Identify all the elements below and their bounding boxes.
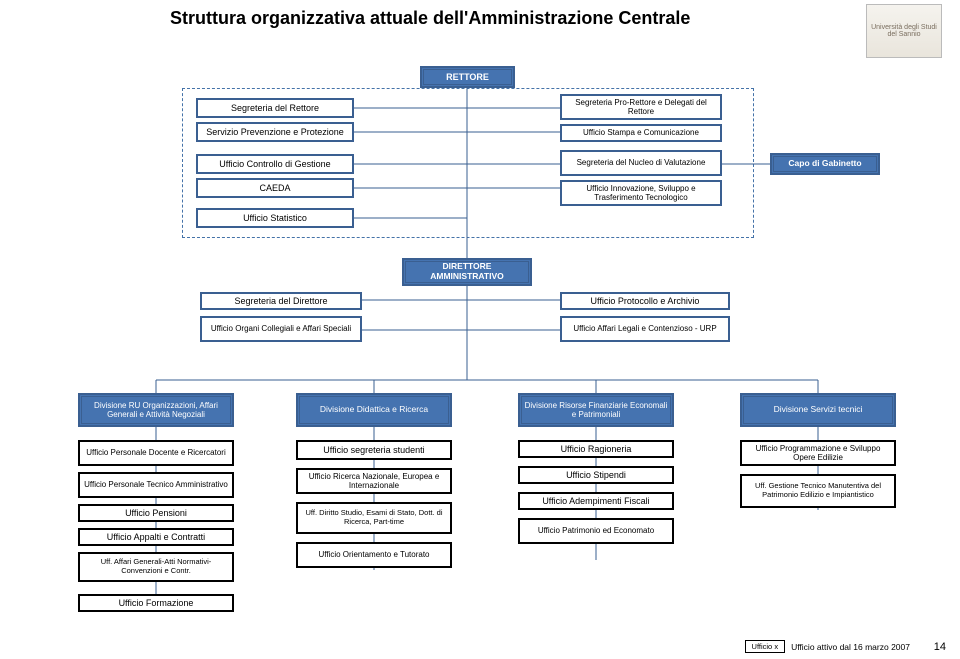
seg-rettore: Segreteria del Rettore	[196, 98, 354, 118]
ru-form: Ufficio Formazione	[78, 594, 234, 612]
ru-doc: Ufficio Personale Docente e Ricercatori	[78, 440, 234, 466]
legend: Ufficio x Ufficio attivo dal 16 marzo 20…	[745, 640, 910, 653]
caeda: CAEDA	[196, 178, 354, 198]
uff-legali: Ufficio Affari Legali e Contenzioso - UR…	[560, 316, 730, 342]
serv-gest: Uff. Gestione Tecnico Manutentiva del Pa…	[740, 474, 896, 508]
seg-pro: Segreteria Pro-Rettore e Delegati del Re…	[560, 94, 722, 120]
ris-stip: Ufficio Stipendi	[518, 466, 674, 484]
did-seg: Ufficio segreteria studenti	[296, 440, 452, 460]
div-ru: Divisione RU Organizzazioni, Affari Gene…	[78, 393, 234, 427]
uff-stampa: Ufficio Stampa e Comunicazione	[560, 124, 722, 142]
div-ris: Divisione Risorse Finanziarie Economali …	[518, 393, 674, 427]
ru-affgen: Uff. Affari Generali-Atti Normativi-Conv…	[78, 552, 234, 582]
ru-pens: Ufficio Pensioni	[78, 504, 234, 522]
capo-gabinetto: Capo di Gabinetto	[770, 153, 880, 175]
ris-rag: Ufficio Ragioneria	[518, 440, 674, 458]
uff-controllo: Ufficio Controllo di Gestione	[196, 154, 354, 174]
ru-app: Ufficio Appalti e Contratti	[78, 528, 234, 546]
legend-text: Ufficio attivo dal 16 marzo 2007	[791, 642, 910, 652]
page-title: Struttura organizzativa attuale dell'Amm…	[170, 8, 690, 29]
serv-prog: Ufficio Programmazione e Sviluppo Opere …	[740, 440, 896, 466]
seg-nucleo: Segreteria del Nucleo di Valutazione	[560, 150, 722, 176]
did-orient: Ufficio Orientamento e Tutorato	[296, 542, 452, 568]
rettore-node: RETTORE	[420, 66, 515, 88]
uff-innov: Ufficio Innovazione, Sviluppo e Trasferi…	[560, 180, 722, 206]
did-ric: Ufficio Ricerca Nazionale, Europea e Int…	[296, 468, 452, 494]
direttore-amm: DIRETTORE AMMINISTRATIVO	[402, 258, 532, 286]
page-number: 14	[934, 641, 946, 653]
ris-patr: Ufficio Patrimonio ed Economato	[518, 518, 674, 544]
uff-organi: Ufficio Organi Collegiali e Affari Speci…	[200, 316, 362, 342]
seg-direttore: Segreteria del Direttore	[200, 292, 362, 310]
university-logo: Università degli Studi del Sannio	[866, 4, 942, 58]
uff-stat: Ufficio Statistico	[196, 208, 354, 228]
ru-tecn: Ufficio Personale Tecnico Amministrativo	[78, 472, 234, 498]
did-dir: Uff. Diritto Studio, Esami di Stato, Dot…	[296, 502, 452, 534]
serv-prev: Servizio Prevenzione e Protezione	[196, 122, 354, 142]
ris-fisc: Ufficio Adempimenti Fiscali	[518, 492, 674, 510]
div-did: Divisione Didattica e Ricerca	[296, 393, 452, 427]
legend-swatch: Ufficio x	[745, 640, 786, 653]
uff-protocollo: Ufficio Protocollo e Archivio	[560, 292, 730, 310]
div-serv: Divisione Servizi tecnici	[740, 393, 896, 427]
